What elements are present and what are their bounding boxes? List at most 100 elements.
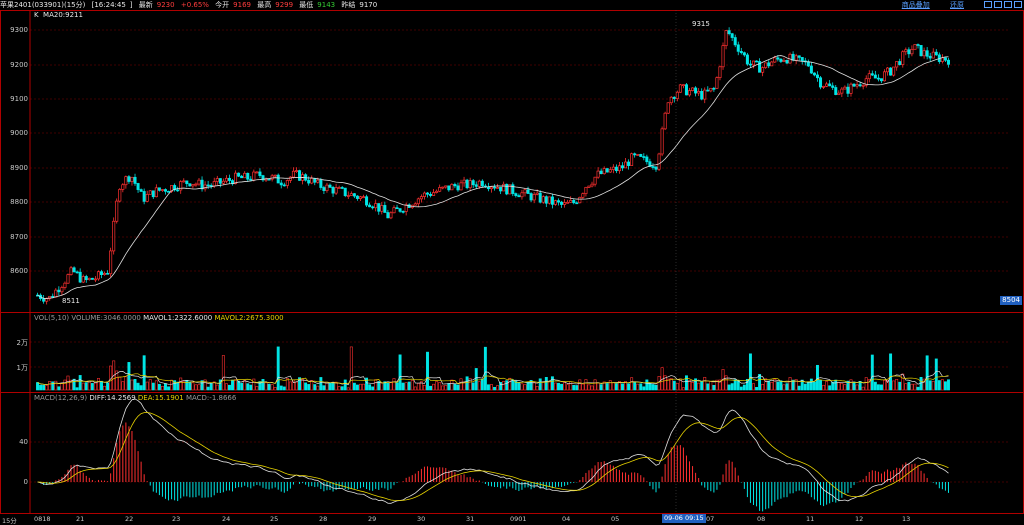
volume-bar	[837, 381, 841, 391]
volume-bar	[532, 382, 536, 391]
volume-bar	[581, 383, 585, 391]
candle-body	[529, 193, 533, 201]
candle-body	[895, 61, 899, 68]
candle-body	[480, 180, 484, 187]
candle-body	[459, 182, 463, 191]
candle-body	[748, 63, 752, 66]
volume-bar	[739, 386, 743, 391]
candle-body	[797, 55, 801, 58]
volume-bar	[535, 385, 539, 391]
volume-bar	[145, 381, 149, 391]
candle-body	[477, 180, 481, 187]
volume-bar	[243, 380, 247, 391]
candle-body	[179, 181, 183, 191]
volume-bar	[572, 384, 576, 391]
volume-bar	[831, 381, 835, 391]
candle-body	[154, 187, 158, 198]
volume-bar	[590, 385, 594, 391]
candle-body	[93, 278, 97, 281]
time-axis-label: 12	[855, 515, 864, 523]
volume-bar	[855, 384, 859, 391]
volume-bar	[115, 370, 119, 391]
time-axis-label: 21	[76, 515, 85, 523]
quote-time: 16:24:45	[94, 1, 126, 9]
candle-body	[879, 78, 883, 82]
volume-bar	[349, 346, 353, 391]
volume-bar	[712, 384, 716, 391]
candle-body	[614, 166, 618, 172]
candle-body	[170, 185, 174, 192]
window-icon[interactable]	[984, 1, 992, 8]
volume-bar	[84, 382, 88, 391]
candle-body	[806, 61, 810, 67]
candle-body	[809, 65, 813, 74]
volume-bar	[167, 386, 170, 391]
volume-bar	[127, 362, 131, 391]
candle-body	[337, 187, 341, 189]
volume-bar	[182, 381, 186, 391]
overlay-instrument-link[interactable]: 商品叠加	[901, 1, 930, 9]
candle-body	[648, 161, 652, 167]
volume-bar	[261, 379, 265, 391]
volume-bar	[310, 380, 314, 391]
volume-bar	[593, 379, 597, 391]
candle-body	[413, 203, 417, 206]
candle-body	[392, 207, 396, 214]
volume-bar	[419, 381, 423, 391]
volume-bar	[362, 383, 365, 391]
volume-bar	[822, 384, 826, 391]
volume-bar	[490, 384, 493, 391]
window-icon[interactable]	[994, 1, 1002, 8]
candle-body	[115, 200, 119, 222]
volume-bar	[57, 386, 61, 391]
window-icon[interactable]	[1014, 1, 1022, 8]
volume-bar	[553, 382, 557, 391]
volume-bar	[465, 376, 469, 391]
candle-body	[794, 55, 798, 61]
candle-body	[538, 192, 542, 203]
candle-body	[889, 67, 893, 76]
candle-body	[249, 178, 253, 181]
high-label: 最高	[257, 1, 272, 9]
volume-bar	[456, 384, 460, 391]
candle-body	[919, 45, 923, 57]
volume-bar	[879, 384, 883, 391]
volume-bar	[688, 380, 691, 391]
candle-body	[240, 175, 244, 179]
prev-label: 昨结	[341, 1, 356, 9]
candle-body	[252, 171, 256, 181]
volume-bar	[630, 377, 634, 391]
dea-line	[37, 412, 949, 501]
candle-body	[103, 272, 107, 275]
candle-body	[544, 196, 548, 204]
volume-bar	[791, 379, 795, 391]
volume-bar	[642, 386, 646, 391]
volume-bar	[852, 381, 856, 391]
candle-body	[209, 185, 213, 187]
window-icon[interactable]	[1004, 1, 1012, 8]
volume-bar	[36, 382, 39, 391]
volume-bar	[803, 383, 807, 391]
volume-bar	[773, 378, 777, 391]
time-axis-label: 30	[417, 515, 426, 523]
candle-body	[419, 196, 423, 200]
volume-bar	[733, 379, 737, 391]
price-tick: 8900	[10, 164, 28, 172]
volume-bar	[255, 386, 259, 391]
candle-body	[69, 267, 73, 275]
volume-bar	[331, 381, 335, 391]
candle-body	[560, 201, 564, 205]
restore-link[interactable]: 还原	[950, 1, 964, 9]
candle-body	[931, 51, 935, 59]
volume-bar	[87, 381, 91, 391]
candle-body	[355, 195, 359, 199]
volume-bar	[432, 383, 436, 391]
candle-body	[636, 154, 640, 156]
candle-body	[681, 84, 685, 87]
volume-bar	[663, 375, 667, 391]
volume-bar	[136, 382, 140, 391]
instrument-title[interactable]: 苹果2401(033901)(15分)	[0, 1, 86, 9]
volume-bar	[846, 380, 850, 391]
volume-bar	[892, 380, 896, 391]
